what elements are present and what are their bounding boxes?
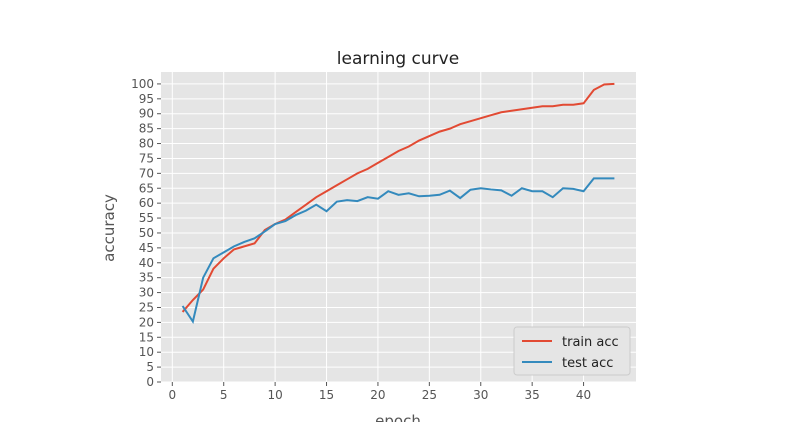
y-tick-label: 85: [139, 122, 154, 136]
series-lines: [181, 82, 615, 324]
y-tick-label: 90: [139, 107, 154, 121]
chart-title: learning curve: [337, 49, 459, 69]
y-tick-label: 70: [139, 166, 154, 180]
x-tick-label: 25: [422, 388, 437, 402]
series-line-test-acc: [181, 177, 615, 324]
x-tick-label: 15: [319, 388, 334, 402]
y-tick-label: 25: [139, 300, 154, 314]
series-line-train-acc: [181, 82, 615, 313]
y-tick-label: 60: [139, 196, 154, 210]
legend-label-train: train acc: [562, 335, 619, 350]
x-tick-label: 35: [525, 388, 540, 402]
x-tick-label: 0: [168, 388, 176, 402]
y-tick-label: 100: [131, 77, 154, 91]
y-tick-label: 40: [139, 256, 154, 270]
y-tick-label: 35: [139, 271, 154, 285]
legend-label-test: test acc: [562, 356, 613, 371]
y-tick-label: 75: [139, 151, 154, 165]
y-tick-label: 50: [139, 226, 154, 240]
x-tick-label: 30: [473, 388, 488, 402]
legend: train acc test acc: [513, 326, 631, 376]
y-tick-label: 55: [139, 211, 154, 225]
y-tick-label: 30: [139, 286, 154, 300]
y-tick-label: 0: [146, 375, 154, 389]
axis-ticks: 0 5 10 15 20 25 30 35 40051015202530354045505560…: [131, 77, 591, 402]
y-tick-label: 80: [139, 137, 154, 151]
y-tick-label: 65: [139, 181, 154, 195]
x-tick-label: 40: [576, 388, 591, 402]
y-tick-label: 10: [139, 345, 154, 359]
y-tick-label: 15: [139, 330, 154, 344]
x-axis-label: epoch: [375, 412, 421, 422]
x-tick-label: 10: [267, 388, 282, 402]
y-axis-label: accuracy: [100, 194, 118, 262]
x-tick-label: 20: [370, 388, 385, 402]
y-tick-label: 45: [139, 241, 154, 255]
y-tick-label: 20: [139, 315, 154, 329]
y-tick-label: 5: [146, 360, 154, 374]
y-tick-label: 95: [139, 92, 154, 106]
x-tick-label: 5: [220, 388, 228, 402]
